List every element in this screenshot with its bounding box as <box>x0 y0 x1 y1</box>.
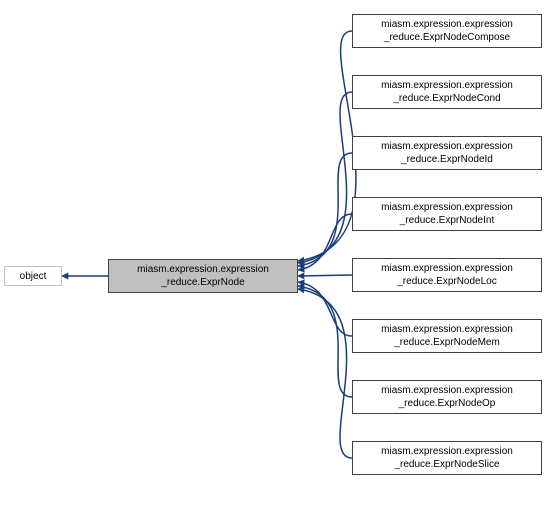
node-label: miasm.expression.expression_reduce.ExprN… <box>137 263 269 289</box>
edge-id-to-center <box>298 153 352 266</box>
edge-slice-to-center <box>298 289 352 458</box>
node-mem: miasm.expression.expression_reduce.ExprN… <box>352 319 542 353</box>
node-compose: miasm.expression.expression_reduce.ExprN… <box>352 14 542 48</box>
node-label: miasm.expression.expression_reduce.ExprN… <box>381 79 513 105</box>
node-op: miasm.expression.expression_reduce.ExprN… <box>352 380 542 414</box>
edge-compose-to-center <box>298 31 356 261</box>
node-cond: miasm.expression.expression_reduce.ExprN… <box>352 75 542 109</box>
node-label: miasm.expression.expression_reduce.ExprN… <box>381 445 513 471</box>
node-loc: miasm.expression.expression_reduce.ExprN… <box>352 258 542 292</box>
node-int: miasm.expression.expression_reduce.ExprN… <box>352 197 542 231</box>
node-label: miasm.expression.expression_reduce.ExprN… <box>381 262 513 288</box>
node-id: miasm.expression.expression_reduce.ExprN… <box>352 136 542 170</box>
node-label: miasm.expression.expression_reduce.ExprN… <box>381 18 513 44</box>
edge-loc-to-center <box>298 275 352 276</box>
edge-mem-to-center <box>298 282 352 336</box>
node-label: miasm.expression.expression_reduce.ExprN… <box>381 201 513 227</box>
edge-cond-to-center <box>298 92 352 263</box>
edge-op-to-center <box>298 286 352 397</box>
node-label: miasm.expression.expression_reduce.ExprN… <box>381 323 513 349</box>
node-slice: miasm.expression.expression_reduce.ExprN… <box>352 441 542 475</box>
node-label: miasm.expression.expression_reduce.ExprN… <box>381 140 513 166</box>
node-label: object <box>20 270 47 283</box>
edge-int-to-center <box>298 214 352 270</box>
node-label: miasm.expression.expression_reduce.ExprN… <box>381 384 513 410</box>
node-center: miasm.expression.expression_reduce.ExprN… <box>108 259 298 293</box>
node-object: object <box>4 266 62 286</box>
